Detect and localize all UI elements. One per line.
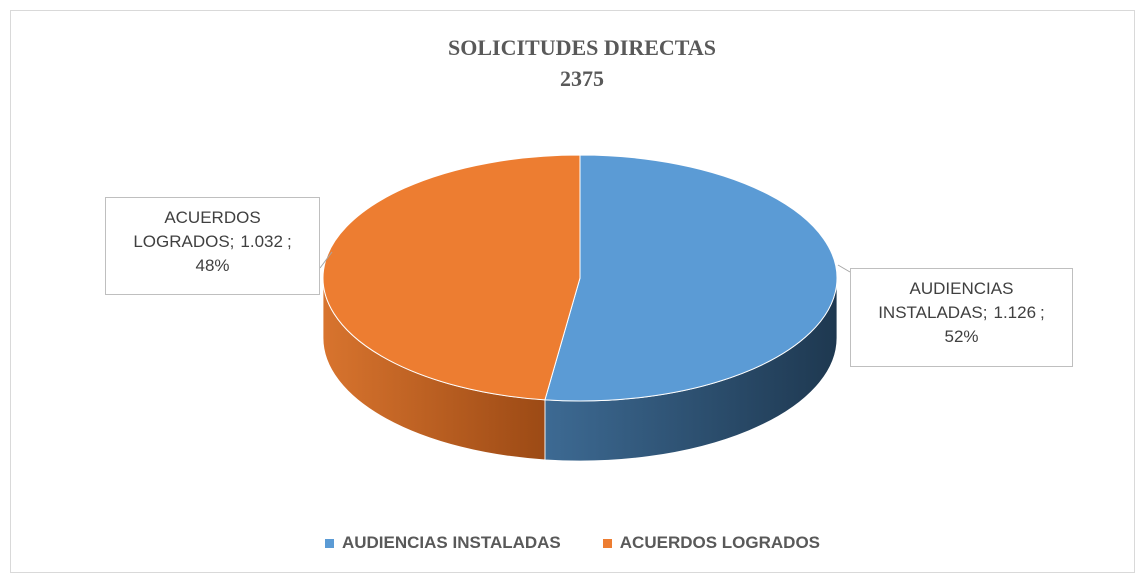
label-separator: ; (1040, 303, 1045, 322)
label-percent: 52% (944, 327, 979, 346)
label-value: 1.126 (993, 303, 1037, 322)
legend-swatch (324, 538, 334, 548)
leader-line (319, 251, 333, 269)
label-category: AUDIENCIAS INSTALADAS (878, 279, 1014, 322)
label-category: ACUERDOS LOGRADOS (133, 208, 261, 251)
legend-swatch (602, 538, 612, 548)
legend-item: ACUERDOS LOGRADOS (602, 533, 821, 553)
chart-title: SOLICITUDES DIRECTAS (448, 35, 716, 60)
legend-label: AUDIENCIAS INSTALADAS (341, 533, 561, 552)
legend-label: ACUERDOS LOGRADOS (619, 533, 821, 552)
legend-item: AUDIENCIAS INSTALADAS (324, 533, 561, 553)
label-separator: ; (286, 232, 292, 251)
data-label: ACUERDOS LOGRADOS; 1.032; 48% (105, 197, 320, 295)
label-percent: 48% (195, 256, 230, 275)
label-value: 1.032 (240, 232, 283, 251)
label-separator: ; (229, 232, 235, 251)
slice (322, 154, 581, 401)
legend: AUDIENCIAS INSTALADAS ACUERDOS LOGRADOS (10, 533, 1135, 553)
label-separator: ; (982, 303, 988, 322)
leader-line (837, 264, 851, 273)
slice (544, 154, 838, 402)
chart-border (10, 10, 1135, 573)
chart-subtitle: 2375 (560, 66, 604, 91)
data-label: AUDIENCIAS INSTALADAS; 1.126; 52% (850, 268, 1073, 367)
